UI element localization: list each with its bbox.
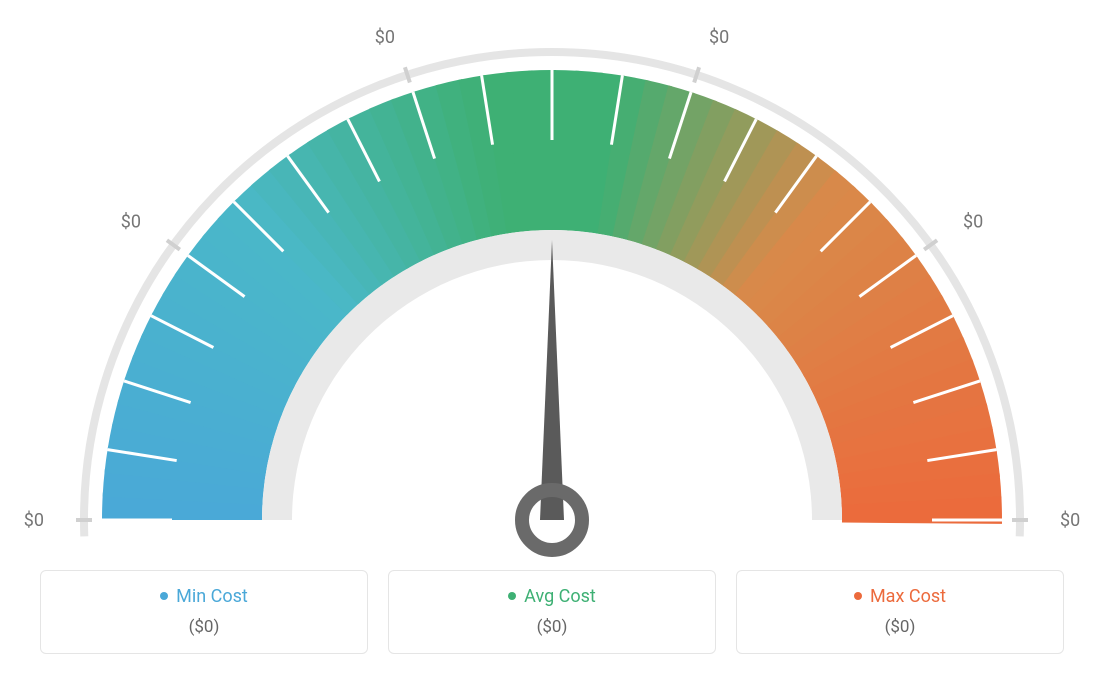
- legend-value-max: ($0): [747, 617, 1053, 637]
- legend-title-max: Max Cost: [854, 586, 946, 607]
- tick-label: $0: [1060, 510, 1080, 531]
- legend-card-min: Min Cost ($0): [40, 570, 368, 654]
- legend-title-min: Min Cost: [160, 586, 248, 607]
- legend-label-min: Min Cost: [176, 586, 248, 607]
- tick-label: $0: [121, 211, 141, 232]
- legend-row: Min Cost ($0) Avg Cost ($0) Max Cost ($0…: [0, 570, 1104, 654]
- legend-card-avg: Avg Cost ($0): [388, 570, 716, 654]
- gauge-container: $0 $0 $0 $0 $0 $0: [0, 0, 1104, 560]
- legend-label-avg: Avg Cost: [524, 586, 596, 607]
- legend-value-avg: ($0): [399, 617, 705, 637]
- tick-label: $0: [24, 510, 44, 531]
- tick-major: [405, 67, 410, 82]
- legend-card-max: Max Cost ($0): [736, 570, 1064, 654]
- legend-dot-min: [160, 592, 168, 600]
- tick-label: $0: [963, 211, 983, 232]
- tick-major: [694, 67, 699, 82]
- legend-title-avg: Avg Cost: [508, 586, 596, 607]
- legend-dot-max: [854, 592, 862, 600]
- legend-dot-avg: [508, 592, 516, 600]
- legend-label-max: Max Cost: [870, 586, 946, 607]
- tick-label: $0: [375, 27, 395, 48]
- legend-value-min: ($0): [51, 617, 357, 637]
- tick-label: $0: [709, 27, 729, 48]
- gauge-svg: $0 $0 $0 $0 $0 $0: [0, 0, 1104, 560]
- needle: [540, 240, 564, 520]
